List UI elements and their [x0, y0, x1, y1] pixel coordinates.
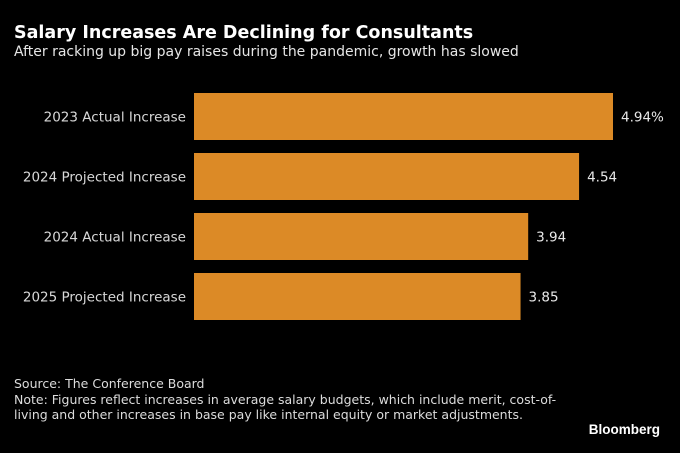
bloomberg-logo: Bloomberg — [588, 422, 660, 437]
value-label: 3.85 — [529, 290, 559, 306]
category-label: 2024 Projected Increase — [23, 170, 186, 186]
value-label: 4.94% — [621, 110, 664, 126]
chart-subtitle: After racking up big pay raises during t… — [14, 44, 519, 60]
chart-title: Salary Increases Are Declining for Consu… — [14, 23, 474, 43]
bar — [194, 273, 521, 320]
source-note: Source: The Conference Board — [14, 376, 205, 391]
bars-group: 2023 Actual Increase 4.94% 2024 Projected … — [23, 93, 664, 320]
category-label: 2024 Actual Increase — [44, 230, 186, 246]
methodology-note: Note: Figures reflect increases in avera… — [14, 391, 557, 423]
category-label: 2023 Actual Increase — [44, 110, 186, 126]
category-label: 2025 Projected Increase — [23, 290, 186, 306]
bar — [194, 153, 580, 200]
value-label: 4.54 — [587, 170, 617, 186]
chart-footer: Source: The Conference Board Note: Figur… — [14, 376, 574, 423]
bar — [194, 213, 529, 260]
value-label: 3.94 — [536, 230, 566, 246]
bar — [194, 93, 613, 140]
